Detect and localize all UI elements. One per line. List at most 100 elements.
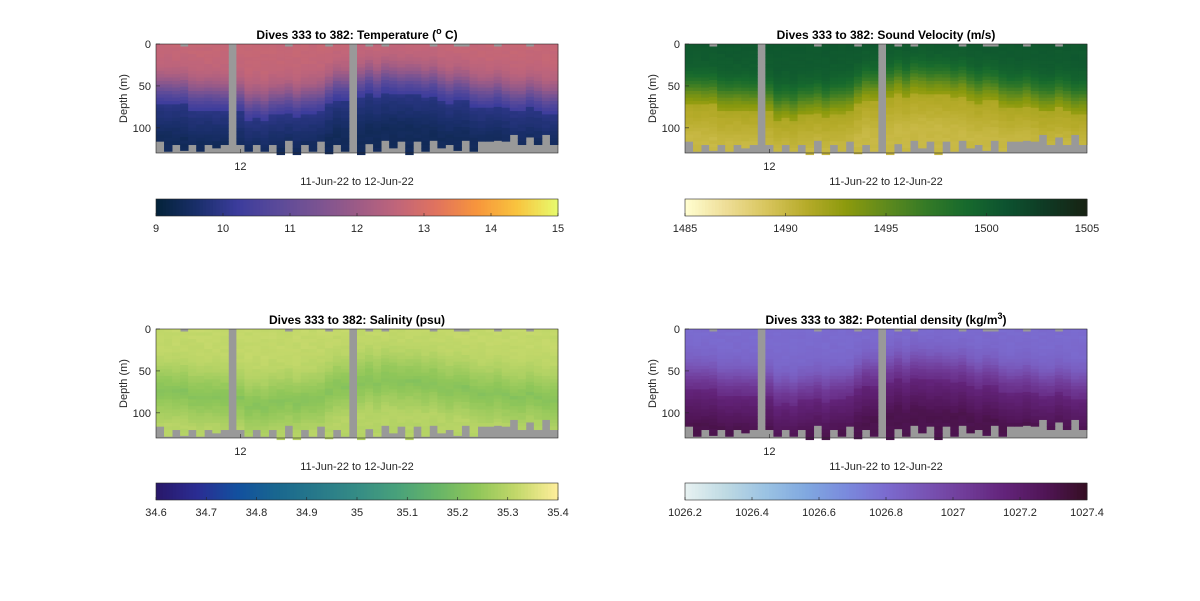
colorbar-segment	[470, 483, 475, 500]
data-cell	[324, 73, 334, 78]
data-cell	[389, 349, 398, 353]
data-cell	[276, 369, 286, 373]
data-cell	[1038, 50, 1048, 55]
data-cell	[340, 70, 350, 75]
data-cell	[1070, 60, 1080, 65]
data-cell	[469, 121, 478, 125]
colorbar-segment	[393, 483, 398, 500]
data-cell	[773, 60, 782, 65]
colorbar-segment	[755, 199, 760, 216]
data-cell	[212, 402, 221, 407]
data-cell	[397, 329, 406, 333]
data-cell	[1078, 111, 1088, 115]
data-cell	[485, 107, 495, 112]
data-cell	[717, 44, 726, 48]
data-cell	[693, 97, 702, 102]
data-cell	[373, 402, 382, 407]
data-cell	[845, 64, 855, 68]
data-cell	[316, 107, 326, 112]
colorbar-segment	[417, 199, 422, 216]
data-cell	[926, 104, 935, 109]
data-cell	[974, 97, 983, 102]
data-cell	[445, 426, 454, 431]
data-cell	[252, 57, 261, 62]
data-cell	[268, 127, 277, 132]
colorbar-segment	[865, 199, 870, 216]
data-cell	[405, 432, 414, 437]
data-cell	[902, 134, 911, 139]
data-cell	[853, 76, 863, 81]
data-cell	[397, 382, 406, 387]
data-cell	[381, 120, 390, 125]
data-cell	[1038, 70, 1048, 75]
data-cell	[733, 57, 742, 62]
data-cell	[982, 63, 991, 68]
data-cell	[196, 339, 205, 343]
data-cell	[405, 144, 414, 149]
data-cell	[260, 355, 269, 360]
data-cell	[172, 389, 181, 394]
data-cell	[982, 130, 991, 135]
data-cell	[869, 74, 879, 78]
data-cell	[910, 113, 919, 118]
data-cell	[196, 47, 205, 52]
data-cell	[549, 416, 559, 420]
data-cell	[741, 54, 750, 58]
data-cell	[701, 426, 710, 431]
data-cell	[942, 134, 951, 139]
data-cell	[453, 331, 462, 336]
data-cell	[902, 74, 911, 78]
data-cell	[926, 67, 935, 72]
data-cell	[260, 329, 269, 333]
data-cell	[316, 84, 326, 88]
data-cell	[340, 339, 350, 343]
data-cell	[413, 379, 422, 384]
data-cell	[324, 90, 334, 94]
data-cell	[445, 84, 454, 88]
data-cell	[541, 386, 551, 390]
data-cell	[797, 94, 806, 99]
data-cell	[172, 399, 181, 404]
data-cell	[381, 53, 390, 57]
data-cell	[902, 137, 911, 142]
data-cell	[300, 355, 310, 360]
data-cell	[1062, 90, 1072, 95]
data-cell	[429, 80, 438, 84]
data-cell	[365, 127, 374, 131]
data-cell	[934, 94, 943, 99]
data-cell	[517, 419, 527, 424]
data-cell	[501, 64, 511, 68]
data-cell	[813, 46, 823, 51]
data-cell	[549, 335, 559, 340]
data-cell	[373, 144, 382, 149]
data-cell	[405, 335, 414, 340]
data-cell	[910, 120, 919, 125]
data-cell	[180, 338, 189, 342]
data-cell	[1046, 114, 1056, 119]
data-cell	[805, 67, 815, 72]
data-cell	[813, 96, 823, 101]
data-cell	[357, 335, 366, 340]
data-cell	[316, 64, 326, 68]
colorbar-segment	[266, 199, 271, 216]
data-cell	[509, 339, 519, 343]
data-cell	[316, 47, 326, 52]
data-cell	[445, 352, 454, 357]
data-cell	[845, 50, 855, 55]
data-cell	[902, 117, 911, 122]
colorbar-segment	[1066, 199, 1071, 216]
data-cell	[709, 106, 718, 111]
data-cell	[405, 67, 414, 72]
data-cell	[332, 84, 342, 88]
data-cell	[373, 372, 382, 377]
data-cell	[260, 412, 269, 417]
data-cell	[958, 116, 967, 121]
data-cell	[990, 113, 999, 118]
colorbar-segment	[691, 199, 696, 216]
data-cell	[813, 49, 823, 54]
data-cell	[172, 134, 181, 139]
data-cell	[332, 121, 342, 125]
data-cell	[845, 107, 855, 112]
colorbar-segment	[330, 199, 335, 216]
data-cell	[765, 80, 774, 85]
